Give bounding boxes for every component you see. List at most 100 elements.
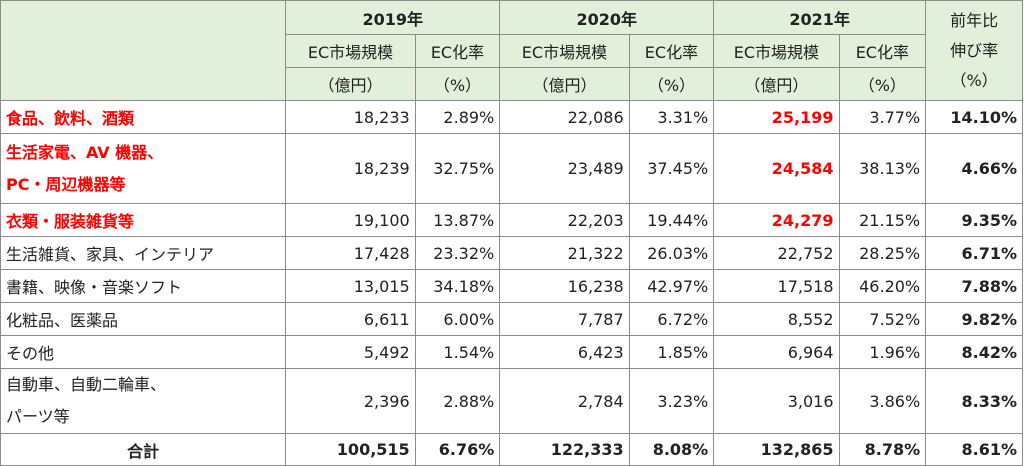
category-cell: 生活雑貨、家具、インテリア bbox=[0, 236, 287, 270]
yoy-cell: 4.66% bbox=[925, 133, 1023, 204]
yoy-cell: 14.10% bbox=[925, 100, 1023, 134]
market-size-header-2021: EC市場規模 bbox=[713, 34, 840, 68]
category-line2: PC・周辺機器等 bbox=[6, 174, 126, 194]
ec-rate-2021-cell: 28.25% bbox=[838, 236, 927, 270]
unit-rate-header-2020: （%） bbox=[628, 67, 715, 101]
ec-rate-2021-cell: 46.20% bbox=[838, 269, 927, 303]
ec-rate-2020-cell: 3.31% bbox=[628, 100, 715, 134]
market-size-2021-cell: 6,964 bbox=[713, 335, 840, 369]
total-row: 合計 100,515 6.76% 122,333 8.08% 132,865 8… bbox=[0, 433, 1023, 466]
yoy-header-line3: （%） bbox=[950, 70, 998, 90]
ec-rate-2019-cell: 2.88% bbox=[414, 368, 501, 434]
total-ec-rate-2020: 8.08% bbox=[628, 433, 715, 466]
category-cell: 食品、飲料、酒類 bbox=[0, 100, 287, 134]
market-size-2021-cell: 8,552 bbox=[713, 302, 840, 336]
unit-header-2021: （億円） bbox=[713, 67, 840, 101]
yoy-cell: 8.33% bbox=[925, 368, 1023, 434]
year-header-2021: 2021年 bbox=[713, 0, 927, 35]
market-size-2019-cell: 18,239 bbox=[285, 133, 416, 204]
ec-rate-2021-cell: 7.52% bbox=[838, 302, 927, 336]
table-row: 書籍、映像・音楽ソフト 13,015 34.18% 16,238 42.97% … bbox=[0, 269, 1023, 303]
unit-header-2019: （億円） bbox=[285, 67, 416, 101]
unit-header-2020: （億円） bbox=[499, 67, 630, 101]
total-market-size-2019: 100,515 bbox=[285, 433, 416, 466]
table-row: 化粧品、医薬品 6,611 6.00% 7,787 6.72% 8,552 7.… bbox=[0, 302, 1023, 336]
ec-rate-2021-cell: 21.15% bbox=[838, 203, 927, 237]
unit-rate-header-2021: （%） bbox=[838, 67, 927, 101]
ec-rate-header-2021: EC化率 bbox=[838, 34, 927, 68]
market-size-2021-cell: 24,584 bbox=[713, 133, 840, 204]
ec-rate-2019-cell: 34.18% bbox=[414, 269, 501, 303]
market-size-2019-cell: 19,100 bbox=[285, 203, 416, 237]
ec-rate-2020-cell: 1.85% bbox=[628, 335, 715, 369]
ec-rate-2020-cell: 3.23% bbox=[628, 368, 715, 434]
market-size-2020-cell: 22,203 bbox=[499, 203, 630, 237]
market-size-2021-cell: 24,279 bbox=[713, 203, 840, 237]
market-size-2019-cell: 18,233 bbox=[285, 100, 416, 134]
market-size-2021-cell: 25,199 bbox=[713, 100, 840, 134]
table-row: 自動車、自動二輪車、 パーツ等 2,396 2.88% 2,784 3.23% … bbox=[0, 368, 1023, 434]
total-ec-rate-2021: 8.78% bbox=[838, 433, 927, 466]
total-ec-rate-2019: 6.76% bbox=[414, 433, 501, 466]
market-size-2020-cell: 22,086 bbox=[499, 100, 630, 134]
yoy-cell: 6.71% bbox=[925, 236, 1023, 270]
yoy-cell: 8.42% bbox=[925, 335, 1023, 369]
market-size-header-2019: EC市場規模 bbox=[285, 34, 416, 68]
category-cell: 生活家電、AV 機器、 PC・周辺機器等 bbox=[0, 133, 287, 204]
unit-rate-header-2019: （%） bbox=[414, 67, 501, 101]
market-size-2019-cell: 6,611 bbox=[285, 302, 416, 336]
year-header-2020: 2020年 bbox=[499, 0, 715, 35]
market-size-2021-cell: 3,016 bbox=[713, 368, 840, 434]
market-size-2020-cell: 21,322 bbox=[499, 236, 630, 270]
category-cell: 自動車、自動二輪車、 パーツ等 bbox=[0, 368, 287, 434]
ec-rate-2019-cell: 32.75% bbox=[414, 133, 501, 204]
market-size-2019-cell: 5,492 bbox=[285, 335, 416, 369]
ec-rate-2019-cell: 23.32% bbox=[414, 236, 501, 270]
corner-header-cell bbox=[0, 0, 287, 101]
market-size-2021-cell: 22,752 bbox=[713, 236, 840, 270]
total-market-size-2021: 132,865 bbox=[713, 433, 840, 466]
market-size-2020-cell: 7,787 bbox=[499, 302, 630, 336]
ec-rate-2021-cell: 3.77% bbox=[838, 100, 927, 134]
market-size-2020-cell: 6,423 bbox=[499, 335, 630, 369]
yoy-cell: 7.88% bbox=[925, 269, 1023, 303]
total-yoy: 8.61% bbox=[925, 433, 1023, 466]
table-row: その他 5,492 1.54% 6,423 1.85% 6,964 1.96% … bbox=[0, 335, 1023, 369]
market-size-2020-cell: 23,489 bbox=[499, 133, 630, 204]
ec-rate-2020-cell: 42.97% bbox=[628, 269, 715, 303]
market-size-2020-cell: 2,784 bbox=[499, 368, 630, 434]
category-cell: その他 bbox=[0, 335, 287, 369]
ec-rate-2019-cell: 1.54% bbox=[414, 335, 501, 369]
market-size-2019-cell: 2,396 bbox=[285, 368, 416, 434]
category-line1: 自動車、自動二輪車、 bbox=[6, 375, 167, 394]
total-market-size-2020: 122,333 bbox=[499, 433, 630, 466]
yoy-header: 前年比 伸び率 （%） bbox=[925, 0, 1023, 101]
table-row: 衣類・服装雑貨等 19,100 13.87% 22,203 19.44% 24,… bbox=[0, 203, 1023, 237]
ec-rate-2019-cell: 6.00% bbox=[414, 302, 501, 336]
ec-rate-2020-cell: 6.72% bbox=[628, 302, 715, 336]
ec-rate-2021-cell: 38.13% bbox=[838, 133, 927, 204]
yoy-header-line2: 伸び率 bbox=[950, 40, 999, 60]
market-size-2021-cell: 17,518 bbox=[713, 269, 840, 303]
category-line2: パーツ等 bbox=[6, 407, 70, 426]
ec-rate-2020-cell: 19.44% bbox=[628, 203, 715, 237]
market-size-2019-cell: 13,015 bbox=[285, 269, 416, 303]
table-row: 生活家電、AV 機器、 PC・周辺機器等 18,239 32.75% 23,48… bbox=[0, 133, 1023, 204]
market-size-header-2020: EC市場規模 bbox=[499, 34, 630, 68]
ec-rate-2019-cell: 2.89% bbox=[414, 100, 501, 134]
ec-rate-2019-cell: 13.87% bbox=[414, 203, 501, 237]
yoy-cell: 9.82% bbox=[925, 302, 1023, 336]
ec-rate-2021-cell: 1.96% bbox=[838, 335, 927, 369]
ec-rate-2021-cell: 3.86% bbox=[838, 368, 927, 434]
market-size-2020-cell: 16,238 bbox=[499, 269, 630, 303]
ec-rate-2020-cell: 26.03% bbox=[628, 236, 715, 270]
year-header-2019: 2019年 bbox=[285, 0, 501, 35]
yoy-header-line1: 前年比 bbox=[950, 10, 999, 30]
ec-rate-header-2020: EC化率 bbox=[628, 34, 715, 68]
total-label-cell: 合計 bbox=[0, 433, 287, 466]
market-size-2019-cell: 17,428 bbox=[285, 236, 416, 270]
category-line1: 生活家電、AV 機器、 bbox=[6, 142, 164, 162]
ec-rate-2020-cell: 37.45% bbox=[628, 133, 715, 204]
ec-rate-header-2019: EC化率 bbox=[414, 34, 501, 68]
